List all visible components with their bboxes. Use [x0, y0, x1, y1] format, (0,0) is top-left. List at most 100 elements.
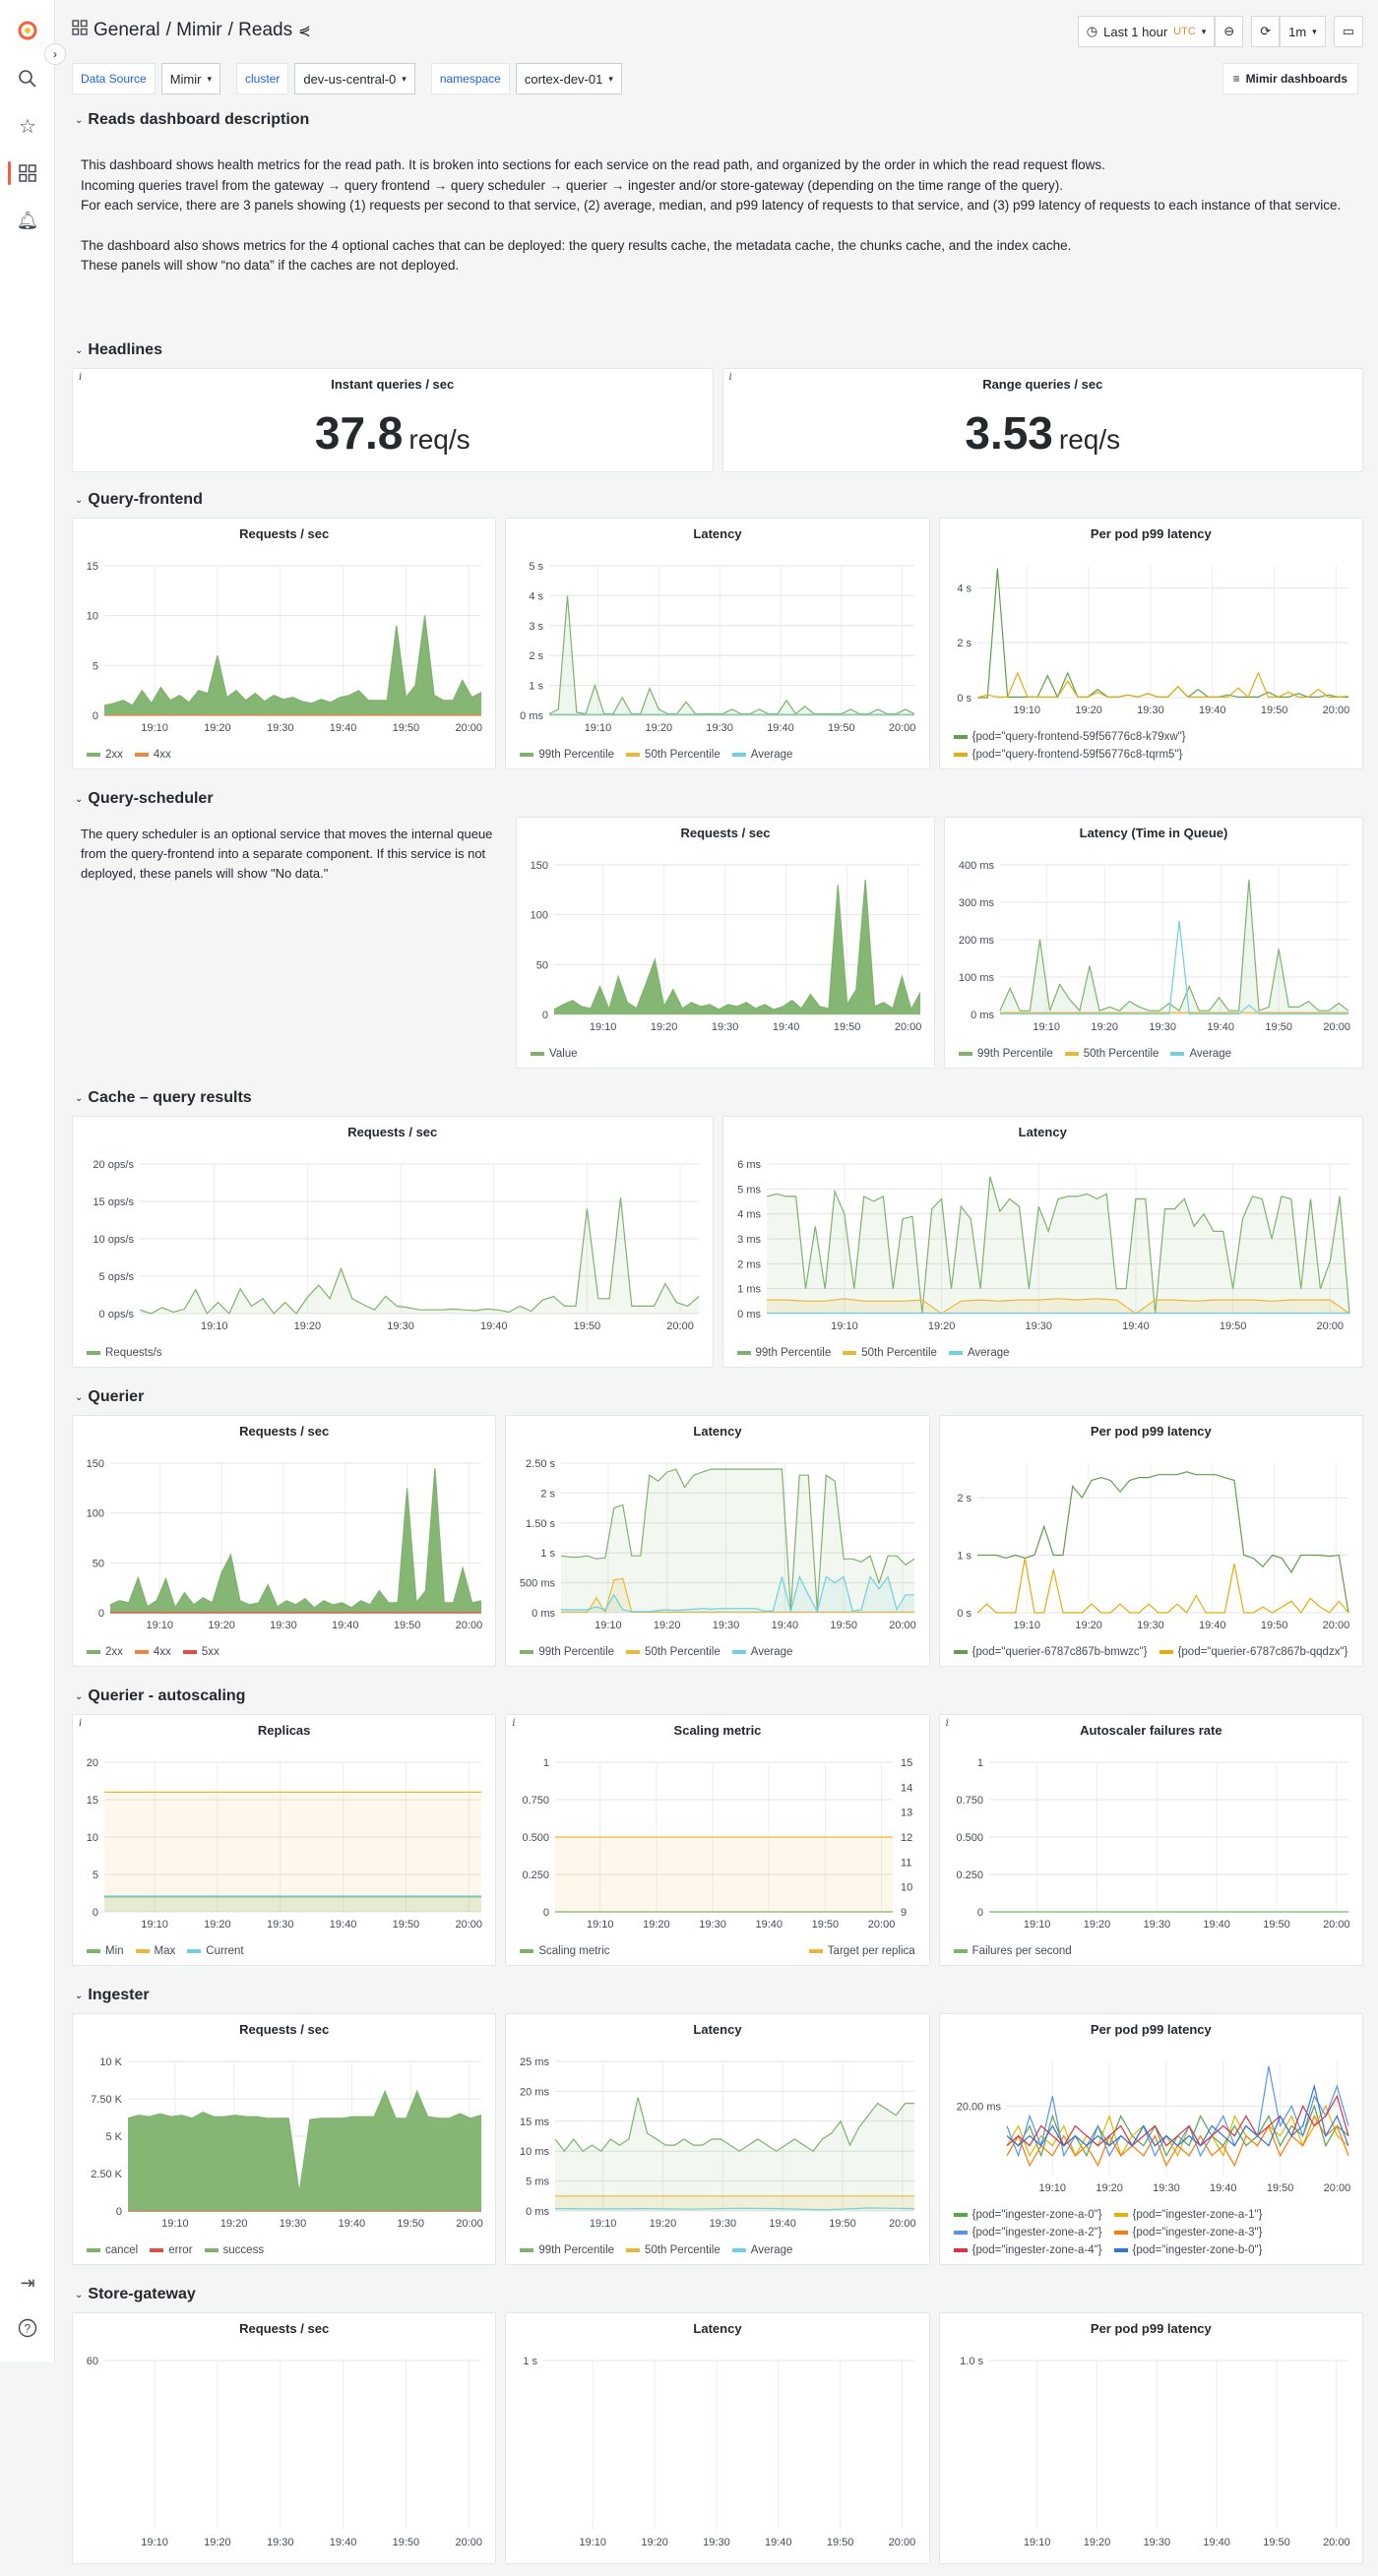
mimir-dashboards-link[interactable]: ≡ Mimir dashboards — [1221, 63, 1358, 94]
stat-panel-range-queries[interactable]: i Range queries / sec 3.53 req/s — [721, 368, 1363, 472]
panel-requests-sec[interactable]: Requests / sec Requests/s 19:10 19:20 19:30 1… — [72, 1116, 714, 1368]
panel-replicas[interactable]: i Replicas Min Max Current 19:10 19:20 19:30 19:… — [72, 1714, 497, 1966]
info-icon[interactable]: i — [79, 1718, 83, 1729]
search-icon[interactable] — [16, 67, 39, 91]
row-header-query-frontend[interactable]: ⌄ Query-frontend — [72, 482, 1363, 518]
panel-requests-sec[interactable]: Requests / sec 2xx 4xx 19:10 19:20 19:30 19:40… — [72, 518, 497, 769]
panel-requests-sec[interactable]: Requests / sec 19:10 19:20 19:30 19:40 19:50 2… — [72, 2312, 497, 2564]
panel-per-pod-p99-latency[interactable]: Per pod p99 latency {pod="query-frontend-… — [938, 518, 1363, 769]
legend-item[interactable]: {pod="ingester-zone-a-0"} — [953, 2209, 1102, 2221]
legend-item[interactable]: Max — [135, 1945, 175, 1957]
legend-item[interactable]: {pod="querier-6787c867b-qqdzx"} — [1159, 1646, 1347, 1658]
expand-sidebar-button[interactable]: › — [44, 43, 66, 65]
info-icon[interactable]: i — [512, 1718, 516, 1729]
row-header-querier[interactable]: ⌄ Querier — [72, 1380, 1363, 1415]
row-header-headlines[interactable]: ⌄ Headlines — [72, 333, 1363, 368]
legend-item[interactable]: 99th Percentile — [736, 1347, 831, 1359]
legend-item[interactable]: Requests/s — [87, 1347, 162, 1359]
panel-per-pod-p99-latency[interactable]: Per pod p99 latency 19:10 19:20 19:30 19:40 1… — [938, 2312, 1363, 2564]
panel-requests-sec[interactable]: Requests / sec 2xx 4xx 5xx 19:10 19:20 19:30 19… — [72, 1415, 497, 1667]
x-tick-label: 19:20 — [642, 2537, 669, 2548]
legend-item[interactable]: {pod="ingester-zone-b-0"} — [1113, 2244, 1262, 2256]
namespace-select[interactable]: cortex-dev-01 ▾ — [515, 63, 622, 94]
legend-item[interactable]: 99th Percentile — [520, 2244, 614, 2256]
panel-requests-sec[interactable]: Requests / sec cancel error success 19:10 19:… — [72, 2013, 497, 2265]
row-header-description[interactable]: ⌄ Reads dashboard description — [72, 102, 1363, 138]
legend-item[interactable]: 50th Percentile — [1064, 1048, 1159, 1060]
datasource-select[interactable]: Mimir ▾ — [160, 63, 220, 94]
legend-item[interactable]: Failures per second — [953, 1945, 1072, 1957]
info-icon[interactable]: i — [945, 1718, 949, 1729]
legend-item[interactable]: Average — [1170, 1048, 1231, 1060]
tv-mode-button[interactable]: ▭ — [1333, 16, 1363, 47]
info-icon[interactable]: i — [79, 372, 83, 383]
help-icon[interactable]: ? — [16, 2316, 39, 2340]
panel-latency-time-in-queue[interactable]: Latency (Time in Queue) 99th Percentile 50… — [944, 817, 1363, 1069]
zoom-out-button[interactable]: ⊖ — [1215, 16, 1244, 47]
legend-item[interactable]: 4xx — [134, 1646, 171, 1658]
legend-item[interactable]: 99th Percentile — [959, 1048, 1053, 1060]
panel-latency[interactable]: Latency 99th Percentile 50th Percentile Ave… — [505, 518, 930, 769]
time-picker-button[interactable]: ◷ Last 1 hour UTC ▾ — [1077, 16, 1216, 47]
legend-item[interactable]: {pod="query-frontend-59f56776c8-k79xw"} — [953, 731, 1186, 743]
legend-item[interactable]: {pod="query-frontend-59f56776c8-tqrm5"} — [953, 749, 1182, 761]
panel-autoscaler-failures-rate[interactable]: i Autoscaler failures rate Failures per se… — [938, 1714, 1363, 1966]
x-tick-label: 19:10 — [831, 1320, 858, 1332]
legend-item[interactable]: Average — [731, 749, 792, 761]
legend-item[interactable]: 99th Percentile — [520, 1646, 614, 1658]
legend-item[interactable]: 2xx — [87, 749, 123, 761]
legend-item[interactable]: 50th Percentile — [626, 749, 720, 761]
panel-scaling-metric[interactable]: i Scaling metric Scaling metric Target per … — [505, 1714, 930, 1966]
panel-per-pod-p99-latency[interactable]: Per pod p99 latency {pod="querier-6787c86… — [938, 1415, 1363, 1667]
row-header-query-scheduler[interactable]: ⌄ Query-scheduler — [72, 781, 1363, 817]
legend-item[interactable]: Scaling metric — [520, 1945, 610, 1957]
legend-item[interactable]: 99th Percentile — [520, 749, 614, 761]
legend-item[interactable]: 50th Percentile — [626, 1646, 720, 1658]
legend-item[interactable]: error — [150, 2244, 193, 2256]
legend-item[interactable]: Average — [731, 2244, 792, 2256]
series-line-value — [553, 880, 921, 1012]
star-icon[interactable]: ☆ — [19, 115, 36, 138]
sign-in-icon[interactable]: ⇥ — [20, 2272, 35, 2293]
legend-item[interactable]: 50th Percentile — [843, 1347, 937, 1359]
cluster-select[interactable]: dev-us-central-0 ▾ — [294, 63, 415, 94]
bell-icon[interactable]: 🔔︎ — [16, 210, 39, 230]
legend-item[interactable]: 2xx — [87, 1646, 123, 1658]
legend-item[interactable]: Average — [948, 1347, 1010, 1359]
row-header-ingester[interactable]: ⌄ Ingester — [72, 1978, 1363, 2013]
legend-item[interactable]: 50th Percentile — [626, 2244, 720, 2256]
refresh-button[interactable]: ⟳ — [1251, 16, 1281, 47]
stat-panel-instant-queries[interactable]: i Instant queries / sec 37.8 req/s — [72, 368, 714, 472]
info-icon[interactable]: i — [728, 372, 732, 383]
share-icon[interactable]: ⋞ — [298, 23, 311, 39]
refresh-interval-picker[interactable]: 1m ▾ — [1280, 16, 1326, 47]
legend-item[interactable]: {pod="ingester-zone-a-3"} — [1113, 2227, 1262, 2239]
legend-item[interactable]: 5xx — [182, 1646, 219, 1658]
row-header-cache-query-results[interactable]: ⌄ Cache – query results — [72, 1080, 1363, 1116]
grafana-logo-icon[interactable] — [16, 18, 39, 41]
legend-item[interactable]: {pod="querier-6787c867b-bmwzc"} — [953, 1646, 1148, 1658]
legend-item[interactable]: 4xx — [134, 749, 171, 761]
panel-latency[interactable]: Latency 99th Percentile 50th Percentile Ave… — [505, 2013, 930, 2265]
row-header-querier-autoscaling[interactable]: ⌄ Querier - autoscaling — [72, 1679, 1363, 1714]
panel-latency[interactable]: Latency 19:10 19:20 19:30 19:40 19:50 20:00 1 s — [505, 2312, 930, 2564]
legend-item[interactable]: Current — [187, 1945, 244, 1957]
dashboards-icon[interactable] — [16, 161, 39, 185]
legend-item[interactable]: success — [204, 2244, 264, 2256]
legend-item[interactable]: {pod="ingester-zone-a-2"} — [953, 2227, 1102, 2239]
row-header-store-gateway[interactable]: ⌄ Store-gateway — [72, 2277, 1363, 2312]
legend-item[interactable]: Target per replica — [808, 1945, 915, 1957]
panel-per-pod-p99-latency[interactable]: Per pod p99 latency {pod="ingester-zone-a… — [938, 2013, 1363, 2265]
breadcrumb-folder[interactable]: General — [94, 20, 160, 40]
legend-item[interactable]: {pod="ingester-zone-a-1"} — [1113, 2209, 1262, 2221]
legend-item[interactable]: Value — [531, 1048, 578, 1060]
panel-latency[interactable]: Latency 99th Percentile 50th Percentile Ave… — [505, 1415, 930, 1667]
panel-latency[interactable]: Latency 99th Percentile 50th Percentile Ave… — [721, 1116, 1363, 1368]
legend-item[interactable]: Average — [731, 1646, 792, 1658]
legend-item[interactable]: {pod="ingester-zone-a-4"} — [953, 2244, 1102, 2256]
panel-requests-sec[interactable]: Requests / sec Value 19:10 19:20 19:30 19:40 1… — [516, 817, 935, 1069]
breadcrumb-folder-mimir[interactable]: / Mimir — [165, 20, 222, 40]
y-tick-label: 0 ops/s — [99, 1309, 135, 1320]
legend-item[interactable]: cancel — [87, 2244, 138, 2256]
legend-item[interactable]: Min — [87, 1945, 124, 1957]
